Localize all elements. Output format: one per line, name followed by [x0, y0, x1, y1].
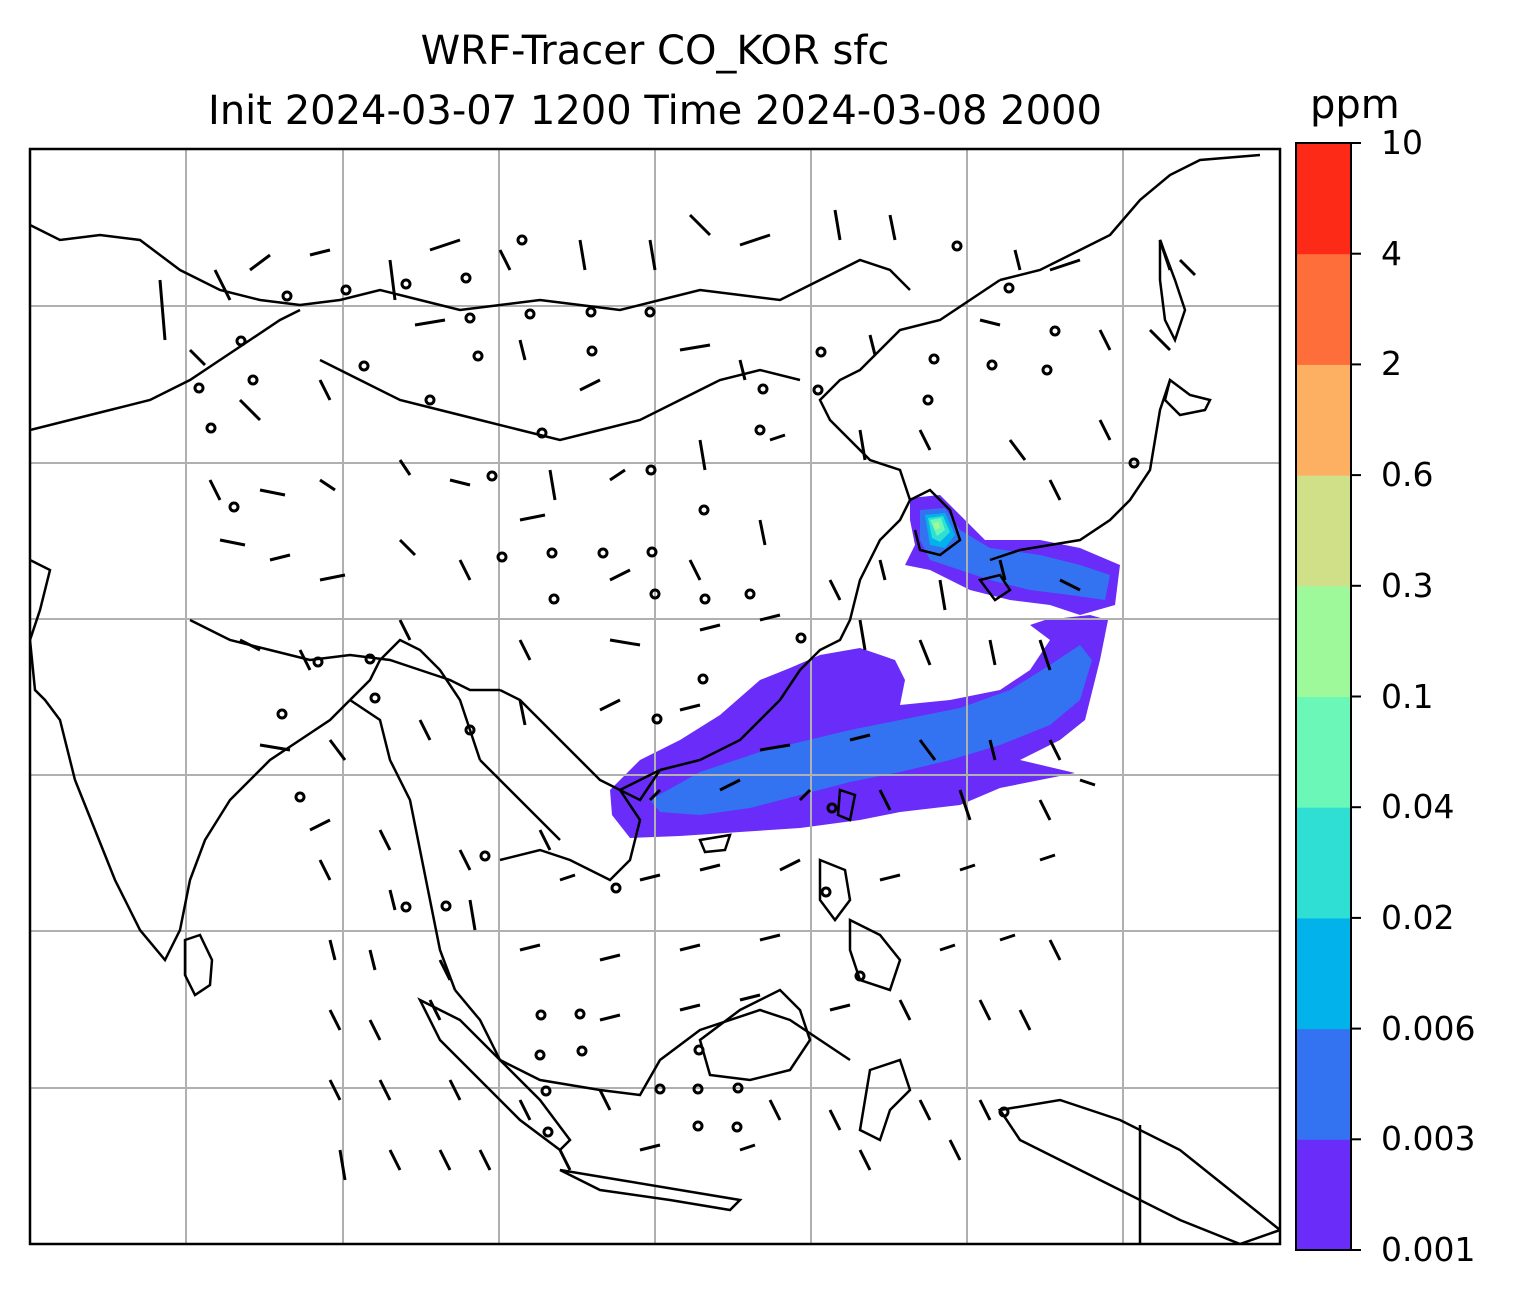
philippines-south [848, 917, 902, 992]
china-south-coast [659, 499, 912, 772]
japan-kyushu [977, 573, 1012, 602]
colorbar [1295, 142, 1361, 1251]
taiwan [836, 788, 857, 822]
china-internal-border [319, 358, 801, 442]
colorbar-tick-label: 0.6 [1381, 455, 1434, 495]
japan-honshu [989, 379, 1172, 562]
colorbar-segment [1296, 253, 1351, 365]
himalaya-border [30, 223, 911, 312]
colorbar-segment [1296, 696, 1351, 808]
colorbar-segment [1296, 143, 1351, 255]
colorbar-unit-label: ppm [1310, 82, 1400, 128]
japan-hokkaido [1163, 377, 1212, 417]
colorbar-tick-label: 2 [1381, 344, 1402, 384]
java [559, 1168, 743, 1212]
colorbar-segment [1296, 807, 1351, 919]
vietnam-coast [499, 688, 662, 802]
colorbar-tick-label: 0.04 [1381, 787, 1455, 827]
korea-peninsula [909, 488, 962, 557]
new-guinea [997, 1098, 1280, 1244]
philippines-luzon [818, 858, 852, 923]
wind-barbs [158, 209, 1197, 1181]
colorbar-tick-label: 0.1 [1381, 676, 1434, 716]
colorbar-tick-label: 0.006 [1381, 1008, 1476, 1048]
colorbar-segment [1296, 1028, 1351, 1140]
colorbar-segment [1296, 475, 1351, 587]
colorbar-tick-label: 0.3 [1381, 565, 1434, 605]
colorbar-tick-label: 0.02 [1381, 897, 1455, 937]
calm-wind-markers [193, 234, 1140, 1138]
bay-of-bengal-east [349, 698, 457, 991]
map-border [28, 147, 1282, 1246]
colorbar-segment [1296, 1139, 1351, 1251]
plume-level-0.003 [650, 645, 1092, 815]
central-asia-border [30, 308, 301, 432]
colorbar-tick-label: 10 [1381, 123, 1423, 162]
sri-lanka [183, 933, 214, 997]
hainan [698, 833, 732, 854]
chart-title-line2: Init 2024-03-07 1200 Time 2024-03-08 200… [208, 88, 1102, 134]
china-north-coast [818, 278, 1001, 501]
russia-pacific-coast [999, 153, 1261, 282]
borneo [698, 988, 812, 1082]
sumatra [417, 997, 572, 1152]
colorbar-tick-label: 4 [1381, 233, 1402, 273]
indochina-coast [454, 989, 851, 1097]
coastlines [30, 153, 1280, 1244]
gulf-of-thailand [499, 768, 661, 882]
myanmar-border [349, 638, 482, 761]
laos-border [479, 759, 561, 841]
chart-title-line1: WRF-Tracer CO_KOR sfc [420, 28, 890, 74]
plume-level-0.003-north [920, 508, 1110, 600]
colorbar-tick-label: 0.003 [1381, 1119, 1476, 1159]
sulawesi [858, 1058, 912, 1142]
colorbar-segment [1296, 585, 1351, 697]
colorbar-segment [1296, 364, 1351, 476]
gridlines [30, 149, 1280, 1244]
sakhalin [1158, 239, 1187, 344]
colorbar-segment [1296, 917, 1351, 1030]
colorbar-tick-label: 0.001 [1381, 1230, 1476, 1269]
plume-level-0.1 [933, 522, 940, 530]
